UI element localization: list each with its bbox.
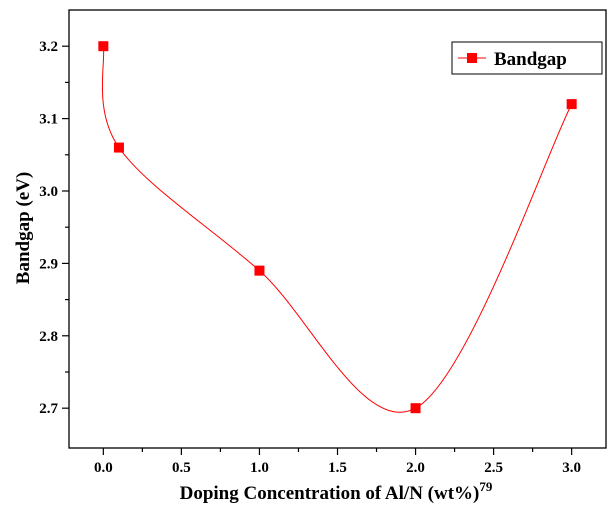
legend-entry-bandgap: Bandgap (494, 49, 567, 70)
data-point (566, 99, 577, 110)
y-axis-title: Bandgap (eV) (13, 172, 34, 284)
legend: Bandgap (451, 41, 603, 75)
x-tick-label: 0.0 (94, 460, 113, 476)
y-tick-label: 3.2 (39, 39, 58, 55)
data-point (410, 403, 421, 414)
x-tick-label: 2.0 (406, 460, 425, 476)
data-point (98, 41, 109, 52)
x-tick-label: 1.5 (328, 460, 347, 476)
y-axis-ticks: 2.7 2.8 2.9 3.0 3.1 3.2 (39, 39, 69, 417)
series-markers-bandgap (98, 41, 577, 414)
x-axis-ticks: 0.0 0.5 1.0 1.5 2.0 2.5 3.0 (94, 448, 581, 476)
legend-marker-sample (467, 53, 477, 63)
plot-frame (68, 9, 607, 449)
y-tick-label: 3.1 (39, 112, 58, 128)
series-line-bandgap (101, 46, 573, 413)
x-axis-title-main: Doping Concentration of Al/N (wt%) (180, 483, 480, 504)
y-tick-label: 2.7 (39, 401, 58, 417)
y-tick-label: 2.8 (39, 329, 58, 345)
x-axis-title-superscript: 79 (479, 479, 493, 494)
x-axis-title: Doping Concentration of Al/N (wt%)79 (180, 479, 493, 504)
data-point (254, 265, 265, 276)
x-tick-label: 1.0 (250, 460, 269, 476)
y-tick-label: 2.9 (39, 256, 58, 272)
x-tick-label: 0.5 (172, 460, 191, 476)
data-point (113, 142, 124, 153)
x-tick-label: 2.5 (484, 460, 503, 476)
x-tick-label: 3.0 (562, 460, 581, 476)
y-tick-label: 3.0 (39, 184, 58, 200)
